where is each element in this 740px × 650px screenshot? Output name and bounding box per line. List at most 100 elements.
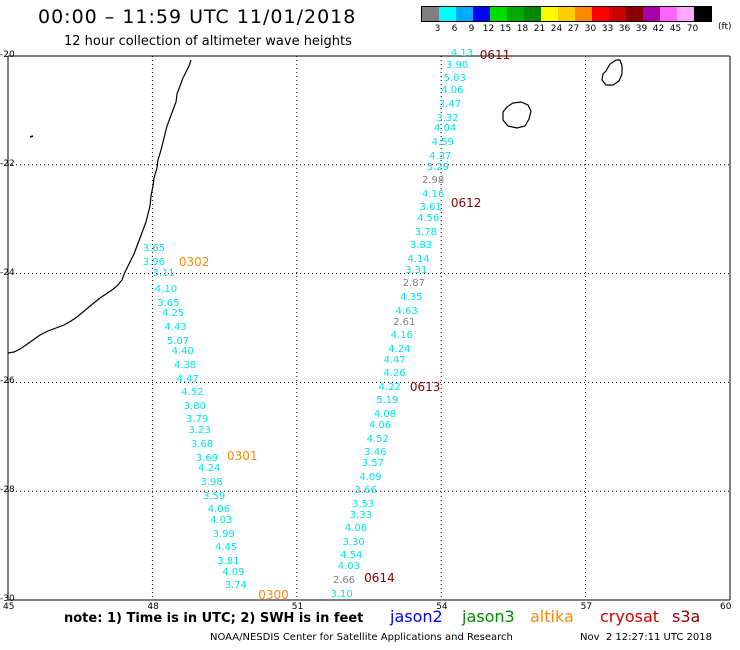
swh-color-legend: 3 6 9 12 15 18 21 24 27 30 33 36 39 42 45 70	[421, 6, 712, 36]
legend-label: 3	[434, 24, 441, 34]
swh-value: 4.56	[417, 213, 440, 225]
swh-value: 4.45	[214, 542, 238, 554]
longitude-label: 54	[436, 602, 448, 612]
legend-swatch	[490, 7, 507, 21]
legend-swatch	[592, 7, 609, 21]
time-label: 0302	[178, 254, 210, 269]
legend-swatches	[421, 6, 712, 22]
legend-swatch	[456, 7, 473, 21]
swh-value: 5.19	[376, 395, 399, 407]
swh-value: 4.16	[421, 188, 445, 200]
legend-swatch	[507, 7, 524, 21]
legend-label: 15	[499, 24, 512, 34]
swh-value: 4.26	[383, 368, 406, 380]
legend-swatch	[422, 7, 439, 21]
latitude-label: -30	[0, 594, 15, 604]
swh-value: 3.30	[342, 536, 365, 548]
swh-value: 3.99	[212, 528, 235, 540]
time-label: 0611	[479, 47, 511, 62]
legend-swatch	[575, 7, 592, 21]
mauritius-island	[601, 59, 623, 86]
swh-value: 3.57	[361, 458, 385, 469]
swh-value: 5.03	[443, 73, 466, 85]
legend-label: 12	[482, 24, 495, 34]
swh-value: 3.80	[183, 400, 206, 412]
legend-swatch	[626, 7, 643, 21]
swh-value: 3.66	[354, 485, 377, 497]
latitude-label: -20	[0, 50, 15, 60]
swh-value: 4.52	[181, 387, 204, 399]
generation-timestamp: Nov 2 12:27:11 UTC 2018	[580, 632, 712, 643]
swh-value: 3.47	[438, 98, 462, 110]
swh-value: 4.09	[359, 471, 382, 483]
swh-value: 3.96	[142, 256, 166, 268]
coastline-point	[29, 135, 34, 138]
footer-note: note: 1) Time is in UTC; 2) SWH is in fe…	[64, 611, 364, 626]
swh-value: 3.10	[330, 588, 353, 600]
swh-value: 3.23	[188, 425, 211, 437]
legend-swatch	[541, 7, 558, 21]
swh-value: 3.74	[224, 580, 247, 592]
coastlines	[7, 59, 623, 354]
swh-value: 3.90	[446, 59, 469, 71]
credit-text: NOAA/NESDIS Center for Satellite Applica…	[210, 632, 513, 643]
swh-value: 4.38	[174, 360, 197, 372]
swh-value: 3.61	[419, 202, 442, 214]
swh-value: 3.65	[142, 243, 166, 255]
page-subtitle: 12 hour collection of altimeter wave hei…	[64, 34, 352, 49]
legend-swatch	[694, 7, 711, 21]
latitude-label: -26	[0, 376, 15, 387]
longitude-label: 51	[291, 602, 304, 612]
legend-label: 39	[635, 24, 648, 34]
swh-value: 4.63	[395, 305, 418, 317]
longitude-label: 57	[580, 602, 593, 612]
legend-swatch	[660, 7, 677, 21]
swh-value: 4.47	[383, 354, 406, 366]
legend-label: 70	[686, 24, 699, 34]
legend-swatch	[473, 7, 490, 21]
swh-value: 3.53	[352, 498, 375, 510]
reunion-island	[502, 101, 532, 129]
swh-value: 4.10	[154, 283, 178, 295]
legend-swatch	[609, 7, 626, 21]
swh-value: 4.40	[171, 346, 194, 358]
swh-value: 4.06	[344, 523, 368, 535]
swh-value: 3.79	[186, 414, 209, 426]
swh-value: 4.22	[378, 381, 401, 393]
swh-value: 3.83	[409, 240, 433, 252]
swh-value: 4.25	[162, 308, 185, 320]
satellite-altika: altika	[530, 607, 574, 626]
legend-label: 27	[567, 24, 580, 34]
swh-value: 3.59	[202, 490, 226, 502]
latitude-label: -28	[0, 485, 15, 496]
satellite-jason2: jason2	[390, 607, 443, 626]
legend-swatch	[558, 7, 575, 21]
satellite-jason3: jason3	[462, 607, 515, 626]
legend-label: 45	[669, 24, 682, 34]
swh-value: 4.08	[373, 409, 397, 421]
swh-value: 4.06	[441, 85, 464, 97]
swh-value: 3.69	[195, 452, 218, 464]
swh-value: 3.81	[217, 555, 240, 567]
swh-value: 4.09	[222, 566, 245, 578]
swh-value: 4.13	[450, 48, 474, 60]
swh-value: 4.35	[400, 292, 423, 304]
legend-label: 36	[618, 24, 631, 34]
legend-label: 33	[601, 24, 614, 34]
legend-label: 6	[451, 24, 458, 34]
swh-value: 4.47	[176, 373, 199, 385]
swh-value: 4.54	[340, 550, 363, 562]
swh-value: 2.66	[332, 574, 356, 586]
latitude-label: -22	[0, 158, 15, 169]
swh-value: 4.14	[407, 254, 430, 265]
swh-value: 3.29	[426, 161, 450, 173]
legend-unit: (ft)	[718, 22, 732, 32]
satellite-cryosat: cryosat	[600, 607, 660, 626]
swh-value: 4.59	[431, 137, 454, 149]
swh-value: 4.06	[369, 419, 392, 431]
longitude-label: 60	[720, 602, 732, 612]
time-label: 0612	[450, 195, 482, 210]
legend-label: 42	[652, 24, 665, 34]
swh-value: 2.87	[402, 278, 425, 290]
legend-swatch	[643, 7, 660, 21]
